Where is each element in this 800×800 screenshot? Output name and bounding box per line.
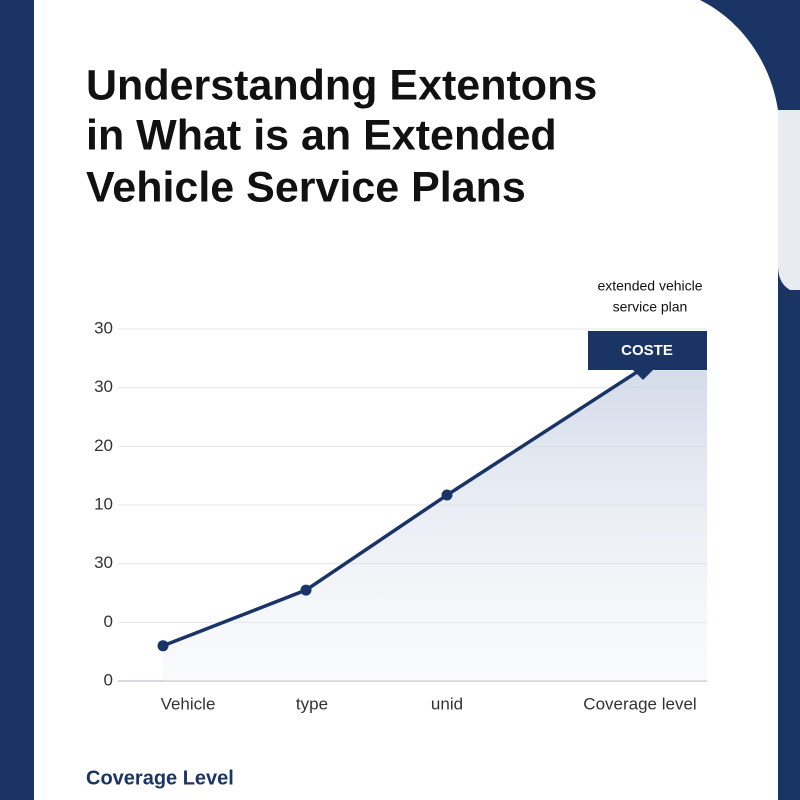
point (157, 640, 169, 652)
x-tick-label: Vehicle (161, 694, 216, 713)
callout-label: COSTE (621, 342, 673, 359)
x-tick-label: unid (431, 694, 463, 713)
annotation: service plan (613, 299, 688, 315)
plot: 0 0 30 10 20 30 30 Vehicle type unid Coverage leve… (94, 318, 707, 713)
y-tick-label: 0 (104, 612, 113, 631)
y-tick-label: 0 (104, 670, 113, 689)
point (441, 489, 453, 501)
annotation: extended vehicle (597, 278, 702, 294)
area (163, 370, 707, 681)
point (300, 584, 312, 596)
callout-box (588, 331, 707, 370)
title-line: in What is an Extended (86, 111, 557, 159)
x-tick-label: type (296, 694, 328, 713)
x-axis-title: Coverage Level (86, 767, 234, 789)
y-tick-label: 20 (94, 436, 113, 455)
y-tick-label: 30 (94, 377, 113, 396)
title-line: Understandng Extentons (86, 61, 597, 109)
x-tick-label: Coverage level (583, 694, 696, 713)
title: Understandng Extentons in What is an Ext… (86, 61, 597, 211)
callout-pointer (632, 369, 654, 380)
side-panel (778, 110, 800, 290)
side-bar (0, 0, 34, 800)
y-tick-label: 30 (94, 553, 113, 572)
line (162, 368, 641, 648)
y-tick-label: 10 (94, 494, 113, 513)
title-line: Vehicle Service Plans (86, 163, 526, 211)
corner-shape (700, 0, 800, 800)
y-tick-label: 30 (94, 318, 113, 337)
